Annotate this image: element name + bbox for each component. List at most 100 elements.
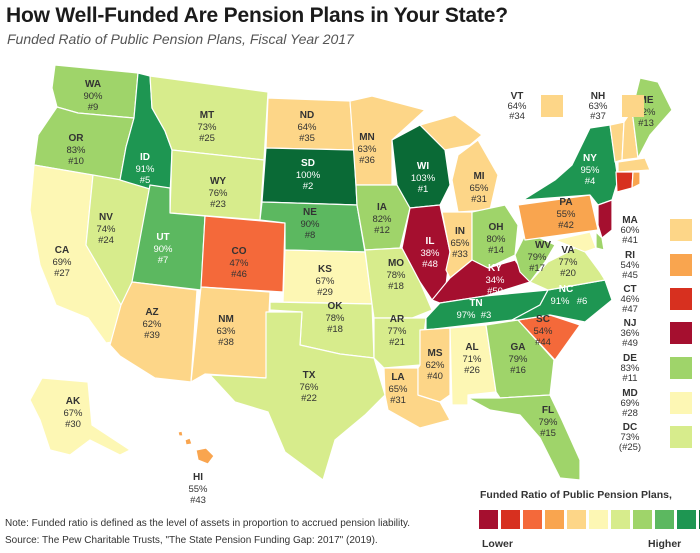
svg-text:MO: MO xyxy=(388,258,404,269)
legend-swatch-6 xyxy=(589,510,608,529)
svg-text:#39: #39 xyxy=(144,330,160,341)
svg-text:ND: ND xyxy=(300,110,314,121)
callout-NH-pct: 63% xyxy=(588,101,608,112)
svg-text:KY: KY xyxy=(488,263,502,274)
state-HI[interactable] xyxy=(177,430,215,465)
callout-RI[interactable]: RI 54% #45 xyxy=(600,251,700,281)
state-FL[interactable] xyxy=(467,394,581,481)
svg-text:#50: #50 xyxy=(487,286,503,297)
svg-text:FL: FL xyxy=(542,405,554,416)
svg-text:65%: 65% xyxy=(388,384,408,395)
callout-DE[interactable]: DE 83% #11 xyxy=(600,354,700,384)
svg-text:#48: #48 xyxy=(422,259,438,270)
state-RI[interactable] xyxy=(631,171,641,189)
svg-text:80%: 80% xyxy=(486,234,506,245)
svg-text:#9: #9 xyxy=(88,102,99,113)
svg-text:77%: 77% xyxy=(558,257,578,268)
state-NJ[interactable] xyxy=(597,199,613,239)
state-DE[interactable] xyxy=(595,231,605,251)
callout-CT-rank: #47 xyxy=(622,304,638,315)
callout-VT[interactable]: VT 64% #34 xyxy=(497,92,607,122)
svg-text:90%: 90% xyxy=(300,219,320,230)
svg-text:SC: SC xyxy=(536,314,550,325)
svg-text:AR: AR xyxy=(390,314,405,325)
svg-text:#38: #38 xyxy=(218,337,234,348)
svg-text:#21: #21 xyxy=(389,337,405,348)
callout-DC[interactable]: DC 73% (#25) xyxy=(600,423,700,453)
state-shapes xyxy=(29,64,673,481)
svg-text:#33: #33 xyxy=(452,249,468,260)
svg-text:62%: 62% xyxy=(425,360,445,371)
svg-text:MI: MI xyxy=(473,171,484,182)
svg-text:CA: CA xyxy=(55,245,69,256)
svg-text:38%: 38% xyxy=(420,248,440,259)
callout-MD-abbr: MD xyxy=(622,388,638,399)
callout-NJ[interactable]: NJ 36% #49 xyxy=(600,319,700,349)
svg-text:MT: MT xyxy=(200,110,214,121)
svg-text:#40: #40 xyxy=(427,371,443,382)
svg-text:97%: 97% xyxy=(456,310,476,321)
svg-text:#4: #4 xyxy=(585,176,596,187)
svg-text:69%: 69% xyxy=(52,257,72,268)
svg-text:#2: #2 xyxy=(303,181,314,192)
state-VA[interactable] xyxy=(529,244,606,291)
state-TX[interactable] xyxy=(209,311,386,481)
state-CT[interactable] xyxy=(615,171,634,193)
svg-text:OR: OR xyxy=(69,133,85,144)
svg-text:90%: 90% xyxy=(153,244,173,255)
svg-text:47%: 47% xyxy=(229,258,249,269)
svg-text:#42: #42 xyxy=(558,220,574,231)
callout-NJ-rank: #49 xyxy=(622,338,638,349)
svg-text:#8: #8 xyxy=(305,230,316,241)
callout-CT-abbr: CT xyxy=(623,284,637,295)
callout-MA[interactable]: MA 60% #41 xyxy=(600,216,700,246)
svg-text:ID: ID xyxy=(140,152,150,163)
state-NY[interactable] xyxy=(522,124,619,206)
svg-text:82%: 82% xyxy=(636,107,656,118)
callout-NH[interactable]: NH 63% #37 xyxy=(578,92,688,122)
callout-VT-swatch xyxy=(541,95,563,117)
callout-MD[interactable]: MD 69% #28 xyxy=(600,389,700,419)
callout-MD-swatch xyxy=(670,392,692,414)
source-note: Source: The Pew Charitable Trusts, "The … xyxy=(5,535,378,546)
state-AZ[interactable] xyxy=(109,281,198,383)
state-NC[interactable] xyxy=(511,279,613,323)
svg-text:77%: 77% xyxy=(387,326,407,337)
callout-CT[interactable]: CT 46% #47 xyxy=(600,285,700,315)
callout-MA-swatch xyxy=(670,219,692,241)
svg-text:55%: 55% xyxy=(556,209,576,220)
callout-RI-rank: #45 xyxy=(622,270,638,281)
svg-text:IN: IN xyxy=(455,226,465,237)
svg-text:63%: 63% xyxy=(357,144,377,155)
svg-text:74%: 74% xyxy=(96,224,116,235)
svg-text:WI: WI xyxy=(417,161,429,172)
svg-text:67%: 67% xyxy=(315,276,335,287)
svg-text:GA: GA xyxy=(511,342,526,353)
state-PA[interactable] xyxy=(517,194,599,241)
state-AR[interactable] xyxy=(373,317,427,369)
state-MI-upper[interactable] xyxy=(419,114,483,151)
legend-swatch-3 xyxy=(523,510,542,529)
callout-DC-swatch xyxy=(670,426,692,448)
svg-text:WA: WA xyxy=(85,79,101,90)
state-MD[interactable] xyxy=(554,231,597,253)
svg-text:NE: NE xyxy=(303,207,317,218)
svg-text:82%: 82% xyxy=(372,214,392,225)
state-AK[interactable] xyxy=(29,377,131,456)
state-MA[interactable] xyxy=(617,157,651,173)
svg-text:CO: CO xyxy=(232,246,247,257)
